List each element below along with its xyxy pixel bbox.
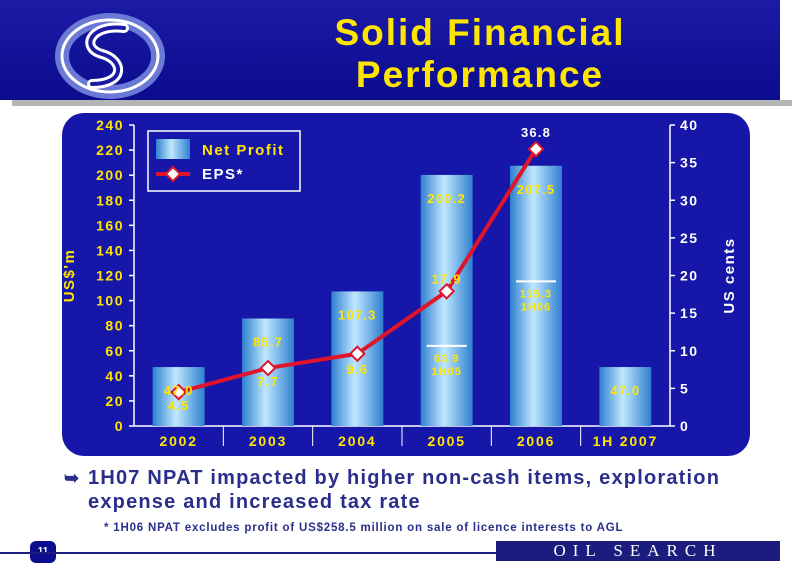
y2-tick-label: 5 [680,380,689,396]
half-year-value-label: 115.3 [520,288,552,300]
eps-value-label: 9.6 [346,362,368,377]
eps-point [170,383,188,401]
eps-point [438,282,456,300]
y-tick-label: 160 [96,217,124,233]
brand-rule [0,552,500,554]
eps-point [348,345,366,363]
y2-tick-label: 30 [680,192,699,208]
bar-value-label: 200.2 [427,191,466,206]
company-logo-icon [55,13,165,99]
half-year-value-label: 63.9 [434,353,459,365]
legend-eps-label: EPS* [202,166,244,183]
y-tick-label: 200 [96,167,124,183]
x-tick-label: 1H 2007 [593,433,659,449]
y2-tick-label: 25 [680,230,699,246]
y-tick-label: 220 [96,142,124,158]
financial-chart: 0 20 40 60 80 100 120 140 160 180 200 220 240 0 5 10 15 2… [61,113,750,456]
chart-svg: 0204060801001201401601802002202400510152… [61,113,750,456]
brand-name: OIL SEARCH LIMITED [496,541,780,580]
bar-net-profit [420,174,473,426]
y2-tick-label: 20 [680,268,699,284]
x-tick-label: 2003 [249,433,287,449]
legend-eps-marker [164,165,182,183]
eps-point [527,140,545,158]
y2-tick-label: 35 [680,155,699,171]
title-line-2: Performance [355,54,605,95]
half-year-sublabel: 1H05 [432,366,462,378]
eps-value-label: 7.7 [257,374,279,389]
eps-value-label: 17.9 [432,271,462,286]
y-tick-label: 20 [105,393,124,409]
x-tick-label: 2006 [517,433,555,449]
legend-bar-swatch [156,139,190,159]
bar-value-label: 107.3 [338,307,377,322]
x-tick-label: 2002 [159,433,197,449]
y-axis-title: US$'m [62,249,78,303]
bar-net-profit [599,367,652,426]
eps-value-label: 36.8 [521,125,551,140]
bar-value-label: 47.0 [610,383,640,398]
y-tick-label: 180 [96,192,124,208]
title-line-1: Solid Financial [334,12,626,53]
bullet-point: ➥ 1H07 NPAT impacted by higher non-cash … [64,466,766,514]
y-tick-label: 0 [115,418,124,434]
header-shadow [12,100,792,106]
y-tick-label: 60 [105,343,124,359]
y-tick-label: 100 [96,293,124,309]
y2-tick-label: 0 [680,418,689,434]
bar-value-label: 85.7 [253,335,283,350]
half-year-sublabel: 1H06 [521,301,551,313]
bar-value-label: 207.5 [517,182,556,197]
eps-point [259,359,277,377]
y2-tick-label: 10 [680,343,699,359]
y-tick-label: 140 [96,242,124,258]
x-tick-label: 2005 [427,433,465,449]
bar-value-label: 47.0 [164,383,194,398]
footnote: * 1H06 NPAT excludes profit of US$258.5 … [104,522,624,534]
y-tick-label: 80 [105,318,124,334]
arrow-bullet-icon: ➥ [64,468,81,488]
y-tick-label: 40 [105,368,124,384]
slide-title: Solid Financial Performance [190,12,770,96]
legend-net-profit-label: Net Profit [202,142,285,159]
slide-header: Solid Financial Performance [0,0,780,100]
bullet-text: 1H07 NPAT impacted by higher non-cash it… [88,467,721,513]
y-tick-label: 120 [96,268,124,284]
eps-value-label: 4.5 [168,398,190,413]
bar-net-profit [510,165,562,426]
y2-axis-title: US cents [721,237,738,313]
chart-legend: Net Profit EPS* [147,130,301,192]
y2-tick-label: 15 [680,305,699,321]
chart-panel [62,113,750,456]
y-tick-label: 240 [96,117,124,133]
x-tick-label: 2004 [338,433,376,449]
y2-tick-label: 40 [680,117,699,133]
